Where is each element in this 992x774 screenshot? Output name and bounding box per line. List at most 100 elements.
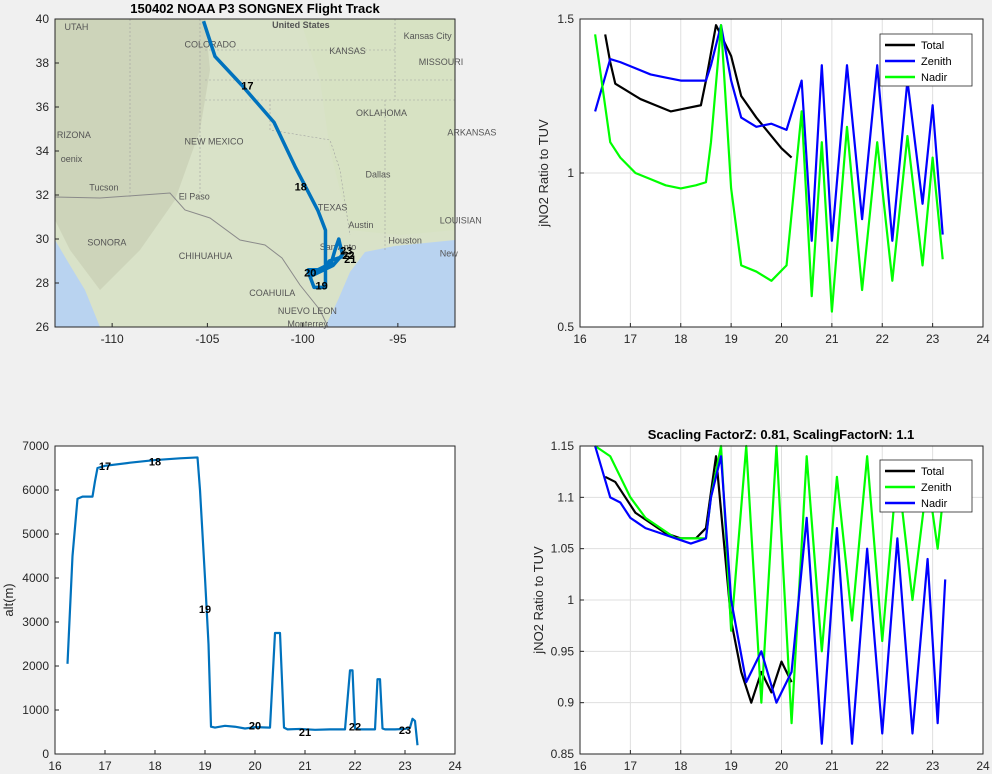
gulf-of-california [55, 240, 100, 327]
br-legend-label-2: Nadir [921, 498, 948, 510]
bottom-left-plot-area [55, 446, 455, 754]
map-place-label-21: New [440, 249, 459, 259]
bottom-right-title: Scacling FactorZ: 0.81, ScalingFactorN: … [648, 427, 915, 442]
bl-y-tick-1: 1000 [22, 703, 49, 717]
map-x-tick-3: -95 [389, 332, 407, 346]
bottom-right-panel: Scacling FactorZ: 0.81, ScalingFactorN: … [531, 427, 990, 773]
altitude-hour-label-3: 20 [249, 720, 261, 732]
map-place-label-17: CHIHUAHUA [179, 251, 233, 261]
br-series-nadir-2 [594, 445, 947, 745]
altitude-hour-label-4: 21 [299, 727, 311, 739]
map-place-label-0: United States [272, 20, 330, 30]
br-x-tick-8: 24 [976, 759, 990, 773]
state-borders [129, 19, 455, 250]
terrain-west [55, 19, 210, 290]
br-x-tick-1: 17 [624, 759, 638, 773]
map-place-label-24: Monterrey [287, 319, 328, 329]
bottom-left-x-tick-labels: 16 17 18 19 20 21 22 23 24 [48, 750, 462, 773]
bl-x-tick-4: 20 [248, 759, 262, 773]
bl-x-tick-8: 24 [448, 759, 462, 773]
tr-x-tick-6: 22 [876, 332, 890, 346]
br-x-tick-6: 22 [876, 759, 890, 773]
tr-legend-label-2: Nadir [921, 72, 948, 84]
tr-legend-label-1: Zenith [921, 56, 952, 68]
map-place-label-7: ARKANSAS [447, 128, 496, 138]
altitude-series [66, 456, 419, 746]
map-hour-label-4: 23 [340, 245, 352, 257]
map-x-tick-0: -110 [101, 332, 124, 346]
top-right-panel: 16 17 18 19 20 21 22 23 24 0.5 1 1.5 jNO2 Ratio to… [536, 12, 990, 346]
top-right-series [594, 24, 944, 313]
br-series-zenith-1 [594, 444, 947, 725]
bl-x-tick-3: 19 [198, 759, 212, 773]
map-y-tick-1: 28 [36, 276, 50, 290]
map-place-label-10: oenix [61, 154, 83, 164]
br-y-tick-5: 1.1 [557, 490, 574, 504]
map-place-label-11: Dallas [365, 169, 391, 179]
altitude-hour-label-1: 18 [149, 456, 161, 468]
bottom-left-ylabel: alt(m) [1, 583, 16, 616]
br-y-tick-1: 0.9 [557, 696, 574, 710]
bl-x-tick-5: 21 [298, 759, 312, 773]
map-hour-label-3: 19 [316, 281, 328, 293]
bottom-right-series [594, 444, 947, 745]
bl-x-tick-2: 18 [148, 759, 162, 773]
altitude-hour-label-5: 22 [349, 722, 361, 734]
map-place-label-15: Austin [348, 220, 373, 230]
bl-x-tick-7: 23 [398, 759, 412, 773]
map-place-label-9: NEW MEXICO [185, 136, 244, 146]
tr-x-tick-8: 24 [976, 332, 990, 346]
map-place-label-20: LOUISIAN [440, 216, 482, 226]
us-mexico-border [54, 192, 329, 328]
br-x-tick-5: 21 [825, 759, 839, 773]
br-legend-label-0: Total [921, 466, 944, 478]
map-axes-box [54, 18, 456, 328]
br-y-tick-6: 1.15 [551, 439, 575, 453]
tr-legend-label-0: Total [921, 40, 944, 52]
bl-x-tick-0: 16 [48, 759, 62, 773]
br-y-tick-4: 1.05 [551, 542, 575, 556]
gulf-of-mexico [325, 240, 455, 327]
bottom-right-ylabel: jNO2 Ratio to TUV [531, 546, 546, 655]
bl-y-tick-6: 6000 [22, 483, 49, 497]
altitude-hour-label-0: 17 [99, 461, 111, 473]
map-title: 150402 NOAA P3 SONGNEX Flight Track [130, 1, 380, 16]
bl-x-tick-6: 22 [348, 759, 362, 773]
br-x-tick-4: 20 [775, 759, 789, 773]
altitude-hour-label-6: 23 [399, 725, 411, 737]
map-hour-label-0: 17 [241, 80, 253, 92]
map-hour-label-5: 22 [342, 250, 354, 262]
bottom-left-panel: 17 18 19 20 21 22 23 16 17 18 19 20 21 22 23 24 0 1000 2… [1, 439, 462, 773]
bottom-right-legend: Total Zenith Nadir [879, 459, 973, 513]
map-y-tick-labels: 26 28 30 32 34 36 38 40 [36, 12, 59, 334]
br-y-tick-2: 0.95 [551, 644, 575, 658]
map-hour-label-1: 18 [295, 182, 307, 194]
map-place-label-13: El Paso [179, 191, 210, 201]
tr-x-tick-4: 20 [775, 332, 789, 346]
tr-x-tick-0: 16 [573, 332, 587, 346]
terrain-east [300, 19, 455, 235]
bl-y-tick-0: 0 [42, 747, 49, 761]
tr-x-tick-2: 18 [674, 332, 688, 346]
br-x-tick-3: 19 [724, 759, 738, 773]
map-place-label-14: TEXAS [318, 202, 348, 212]
br-x-tick-7: 23 [926, 759, 940, 773]
map-x-tick-labels: -110 -105 -100 -95 [101, 323, 407, 346]
altitude-hour-label-2: 19 [199, 604, 211, 616]
map-x-tick-1: -105 [195, 332, 219, 346]
tr-y-tick-1: 1 [567, 166, 574, 180]
br-x-tick-0: 16 [573, 759, 587, 773]
map-place-label-19: Houston [388, 235, 422, 245]
tr-series-total-0 [604, 24, 793, 159]
map-x-tick-2: -100 [291, 332, 315, 346]
tr-x-tick-3: 19 [724, 332, 738, 346]
flight-track-line [201, 20, 345, 290]
top-right-ylabel: jNO2 Ratio to TUV [536, 119, 551, 228]
altitude-hour-labels: 17 18 19 20 21 22 23 [99, 456, 411, 739]
map-y-tick-3: 32 [36, 188, 50, 202]
map-place-label-4: Kansas City [404, 31, 453, 41]
tr-series-zenith-1 [594, 24, 944, 242]
br-legend-label-1: Zenith [921, 482, 952, 494]
